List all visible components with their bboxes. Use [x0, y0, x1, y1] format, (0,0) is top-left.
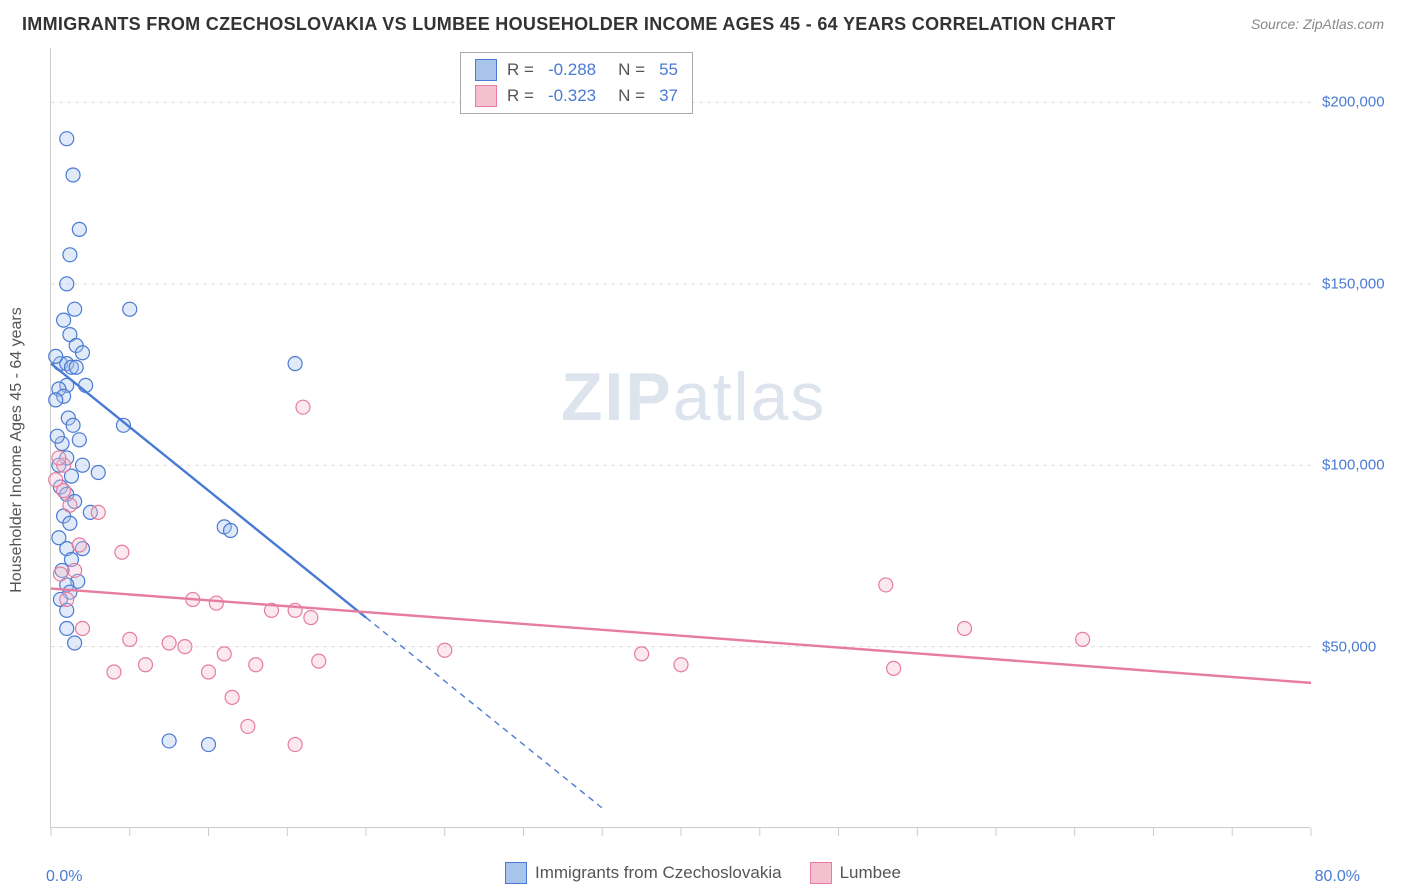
stat-r-label: R =	[507, 86, 534, 106]
stat-n-value: 55	[659, 60, 678, 80]
legend-item: Immigrants from Czechoslovakia	[505, 862, 782, 884]
stats-box: R = -0.288 N = 55 R = -0.323 N = 37	[460, 52, 693, 114]
legend-swatch	[505, 862, 527, 884]
y-tick-label: $200,000	[1322, 94, 1385, 111]
series-swatch	[475, 85, 497, 107]
stat-n-label: N =	[618, 86, 645, 106]
y-tick-label: $100,000	[1322, 457, 1385, 474]
stat-r-value: -0.288	[548, 60, 596, 80]
legend-label: Lumbee	[840, 863, 901, 883]
source-label: Source: ZipAtlas.com	[1251, 16, 1384, 32]
stat-r-label: R =	[507, 60, 534, 80]
legend-swatch	[810, 862, 832, 884]
stats-row: R = -0.288 N = 55	[461, 57, 692, 83]
y-tick-label: $150,000	[1322, 275, 1385, 292]
chart-svg	[51, 48, 1310, 827]
x-tick-min-label: 0.0%	[46, 868, 82, 886]
bottom-legend: Immigrants from Czechoslovakia Lumbee	[505, 862, 901, 884]
stat-r-value: -0.323	[548, 86, 596, 106]
stat-n-label: N =	[618, 60, 645, 80]
x-tick-max-label: 80.0%	[1315, 868, 1360, 886]
y-tick-label: $50,000	[1322, 638, 1376, 655]
plot-area: ZIPatlas	[50, 48, 1310, 828]
stats-row: R = -0.323 N = 37	[461, 83, 692, 109]
chart-title: IMMIGRANTS FROM CZECHOSLOVAKIA VS LUMBEE…	[22, 14, 1116, 35]
legend-item: Lumbee	[810, 862, 901, 884]
stat-n-value: 37	[659, 86, 678, 106]
y-axis-label: Householder Income Ages 45 - 64 years	[8, 307, 26, 593]
legend-label: Immigrants from Czechoslovakia	[535, 863, 782, 883]
series-swatch	[475, 59, 497, 81]
